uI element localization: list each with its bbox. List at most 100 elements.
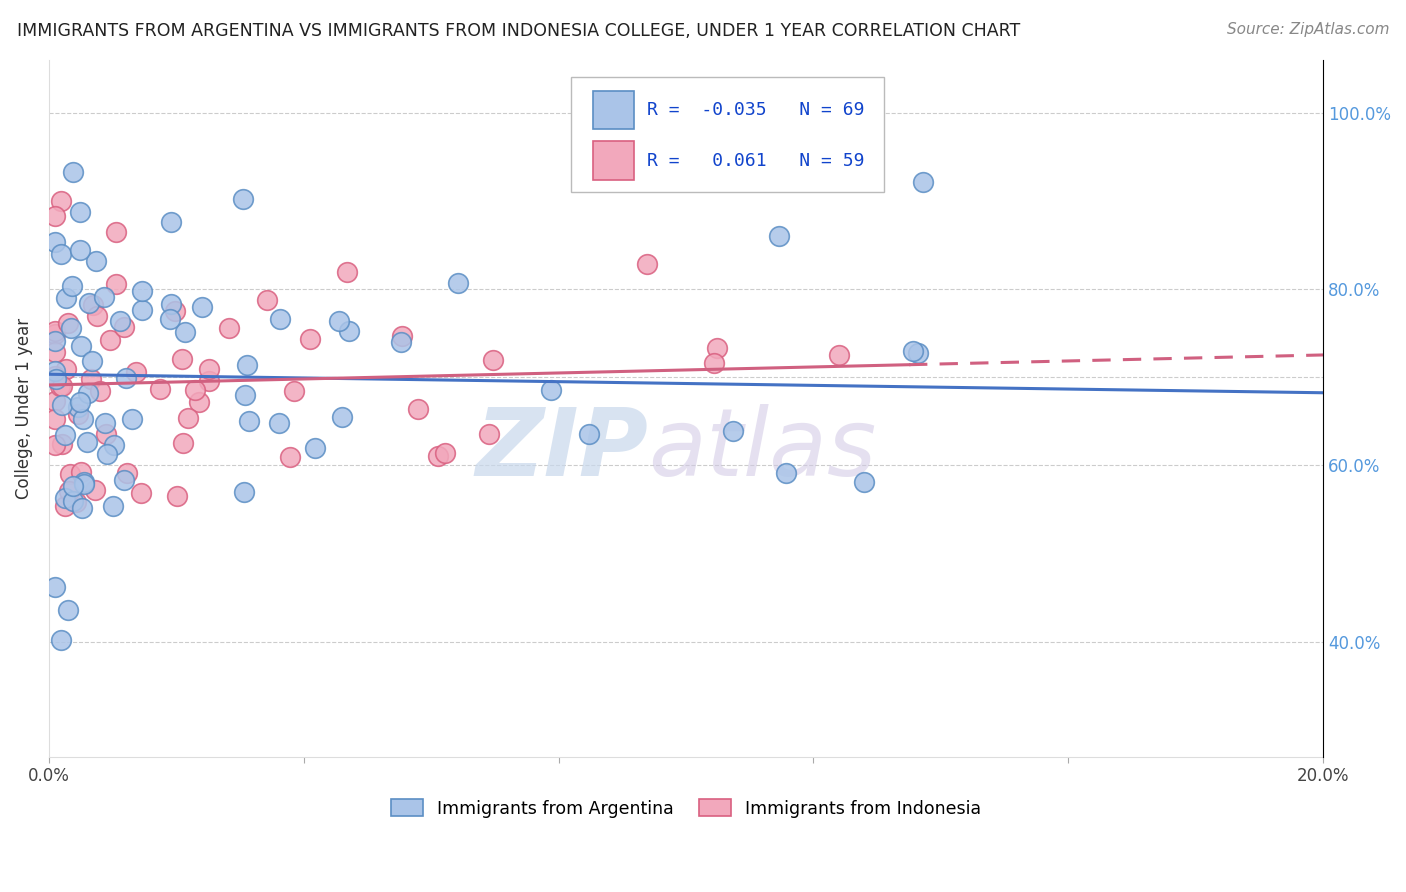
Point <box>53 499 76 513</box>
Point <box>256 293 278 307</box>
Point <box>159 312 181 326</box>
Point <box>60 321 83 335</box>
Y-axis label: College, Under 1 year: College, Under 1 year <box>15 318 32 499</box>
Point <box>73 477 96 491</box>
Point <box>163 304 186 318</box>
Point <box>49 194 72 208</box>
Point <box>540 383 562 397</box>
Text: atlas: atlas <box>648 404 876 495</box>
Point <box>62 494 84 508</box>
Point <box>172 435 194 450</box>
Point <box>44 325 66 339</box>
FancyBboxPatch shape <box>571 77 883 192</box>
Point <box>44 394 66 409</box>
Text: IMMIGRANTS FROM ARGENTINA VS IMMIGRANTS FROM INDONESIA COLLEGE, UNDER 1 YEAR COR: IMMIGRANTS FROM ARGENTINA VS IMMIGRANTS … <box>17 22 1021 40</box>
Point <box>125 365 148 379</box>
Point <box>238 414 260 428</box>
Point <box>269 312 291 326</box>
Point <box>44 334 66 348</box>
Point <box>391 328 413 343</box>
Point <box>44 437 66 451</box>
Point <box>170 351 193 366</box>
Point <box>184 384 207 398</box>
Point <box>44 580 66 594</box>
Point <box>94 416 117 430</box>
Point <box>49 247 72 261</box>
Point <box>828 348 851 362</box>
Point <box>447 276 470 290</box>
Point <box>84 254 107 268</box>
Text: R =   0.061   N = 59: R = 0.061 N = 59 <box>647 152 865 169</box>
Point <box>103 438 125 452</box>
Point <box>83 483 105 498</box>
Point <box>233 485 256 500</box>
Point <box>336 265 359 279</box>
Point <box>907 346 929 360</box>
Point <box>166 489 188 503</box>
Point <box>578 427 600 442</box>
Point <box>69 243 91 257</box>
Point <box>911 174 934 188</box>
Point <box>44 326 66 341</box>
Point <box>55 291 77 305</box>
Text: R =  -0.035   N = 69: R = -0.035 N = 69 <box>647 101 865 119</box>
Point <box>174 325 197 339</box>
Point <box>62 479 84 493</box>
Point <box>478 427 501 442</box>
Point <box>44 412 66 426</box>
Point <box>706 342 728 356</box>
Point <box>51 436 73 450</box>
Point <box>330 409 353 424</box>
Point <box>62 165 84 179</box>
Point <box>49 379 72 393</box>
Point <box>44 344 66 359</box>
Point <box>69 204 91 219</box>
Point <box>115 370 138 384</box>
Point <box>177 411 200 425</box>
FancyBboxPatch shape <box>593 142 634 180</box>
Point <box>149 382 172 396</box>
Point <box>98 333 121 347</box>
Point <box>80 372 103 386</box>
Point <box>55 361 77 376</box>
Legend: Immigrants from Argentina, Immigrants from Indonesia: Immigrants from Argentina, Immigrants fr… <box>384 792 987 824</box>
Point <box>77 386 100 401</box>
Point <box>481 353 503 368</box>
Point <box>70 339 93 353</box>
Point <box>44 235 66 250</box>
Point <box>55 428 77 442</box>
Point <box>406 401 429 416</box>
Point <box>188 395 211 409</box>
Point <box>636 257 658 271</box>
Point <box>269 416 291 430</box>
Point <box>94 426 117 441</box>
Point <box>72 411 94 425</box>
Point <box>105 225 128 239</box>
Point <box>82 298 104 312</box>
Point <box>129 485 152 500</box>
Point <box>53 491 76 506</box>
Point <box>44 369 66 384</box>
Point <box>44 364 66 378</box>
Point <box>131 284 153 298</box>
Point <box>115 466 138 480</box>
Point <box>121 412 143 426</box>
Point <box>160 297 183 311</box>
Point <box>45 371 67 385</box>
Text: Source: ZipAtlas.com: Source: ZipAtlas.com <box>1226 22 1389 37</box>
Point <box>67 407 90 421</box>
Point <box>768 229 790 244</box>
Text: ZIP: ZIP <box>475 404 648 496</box>
Point <box>104 277 127 291</box>
Point <box>112 473 135 487</box>
Point <box>703 356 725 370</box>
Point <box>44 210 66 224</box>
Point <box>89 384 111 398</box>
Point <box>426 449 449 463</box>
Point <box>86 309 108 323</box>
Point <box>56 603 79 617</box>
Point <box>56 317 79 331</box>
Point <box>101 499 124 513</box>
Point <box>218 321 240 335</box>
Point <box>775 467 797 481</box>
